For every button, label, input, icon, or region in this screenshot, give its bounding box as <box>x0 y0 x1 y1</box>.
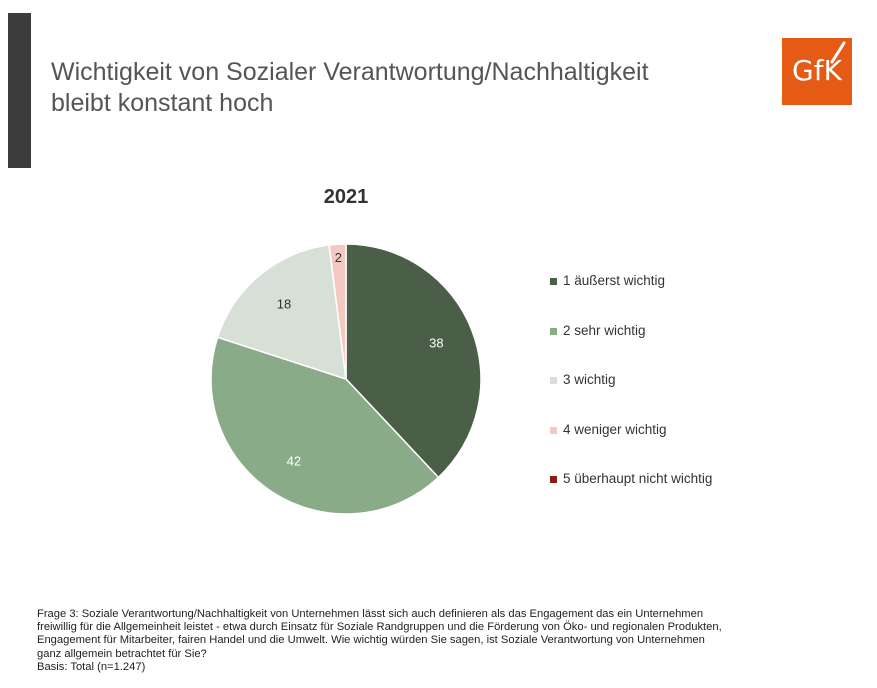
page-title: Wichtigkeit von Sozialer Verantwortung/N… <box>51 57 649 119</box>
legend-item: 1 äußerst wichtig <box>550 268 712 318</box>
legend-label: 5 überhaupt nicht wichtig <box>563 471 713 486</box>
gfk-logo: GfK <box>782 38 852 105</box>
legend-swatch <box>550 476 557 483</box>
question-line: Frage 3: Soziale Verantwortung/Nachhalti… <box>37 608 704 620</box>
chart-legend: 1 äußerst wichtig 2 sehr wichtig 3 wicht… <box>550 268 712 516</box>
page-title-line-1: Wichtigkeit von Sozialer Verantwortung/N… <box>51 58 649 86</box>
legend-label: 2 sehr wichtig <box>563 322 646 338</box>
legend-swatch <box>550 327 557 335</box>
logo-text: GfK <box>792 54 842 87</box>
question-line: freiwillig für die Allgemeinheit leistet… <box>37 621 722 634</box>
question-footnote: Frage 3: Soziale Verantwortung/Nachhalti… <box>37 608 817 674</box>
logo-slash-icon <box>830 41 846 64</box>
pie-slice <box>345 243 482 479</box>
page-title-line-2: bleibt konstant hoch <box>51 89 274 117</box>
legend-label: 1 äußerst wichtig <box>563 273 666 288</box>
pie-slice <box>216 244 347 381</box>
question-line: ganz allgemein betrachtet für Sie? <box>37 647 207 660</box>
question-line: Engagement für Mitarbeiter, fairen Hande… <box>37 634 705 647</box>
legend-swatch <box>550 278 557 285</box>
legend-item: 4 weniger wichtig <box>550 417 712 467</box>
legend-item: 5 überhaupt nicht wichtig <box>550 466 712 516</box>
basis-text: Basis: Total (n=1.247) <box>37 660 146 673</box>
pie-data-label: 42 <box>287 454 301 469</box>
legend-swatch <box>550 426 557 434</box>
legend-item: 2 sehr wichtig <box>550 318 712 368</box>
legend-item: 3 wichtig <box>550 367 712 417</box>
chart-title: 2021 <box>323 186 369 208</box>
legend-label: 4 weniger wichtig <box>563 421 667 437</box>
pie-data-label: 18 <box>277 297 291 312</box>
pie-data-label: 38 <box>429 336 443 351</box>
pie-data-label: 2 <box>335 250 342 265</box>
pie-slice <box>328 243 347 380</box>
accent-bar <box>8 13 31 168</box>
pie-slice <box>210 336 440 515</box>
legend-swatch <box>550 377 557 384</box>
legend-label: 3 wichtig <box>563 372 616 387</box>
